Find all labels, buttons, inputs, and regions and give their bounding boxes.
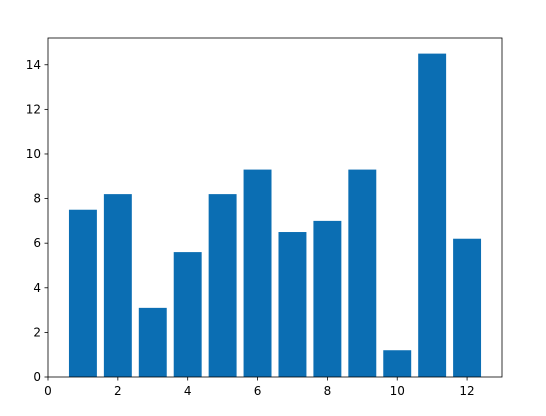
x-tick-label: 4 <box>184 384 192 398</box>
y-tick-label: 4 <box>33 281 41 295</box>
bar <box>418 53 447 377</box>
bar <box>243 169 272 377</box>
x-tick-label: 0 <box>44 384 52 398</box>
bar <box>173 252 202 377</box>
y-tick-label: 0 <box>33 370 41 384</box>
y-tick-label: 12 <box>26 102 41 116</box>
bar <box>278 232 307 377</box>
bar <box>383 350 412 377</box>
y-tick-label: 6 <box>33 236 41 250</box>
plot-frame <box>47 37 503 378</box>
bar <box>348 169 377 377</box>
x-tick-label: 12 <box>459 384 474 398</box>
bar <box>138 307 167 377</box>
bar <box>208 194 237 377</box>
bar <box>68 209 97 377</box>
x-tick-label: 10 <box>390 384 405 398</box>
y-tick-label: 10 <box>26 147 41 161</box>
y-tick-label: 8 <box>33 192 41 206</box>
bar <box>453 238 482 377</box>
bar <box>103 194 132 377</box>
y-tick-label: 2 <box>33 325 41 339</box>
x-tick-label: 8 <box>324 384 332 398</box>
x-tick-label: 6 <box>254 384 262 398</box>
bar <box>313 220 342 377</box>
y-tick-label: 14 <box>26 58 41 72</box>
x-tick-label: 2 <box>114 384 122 398</box>
